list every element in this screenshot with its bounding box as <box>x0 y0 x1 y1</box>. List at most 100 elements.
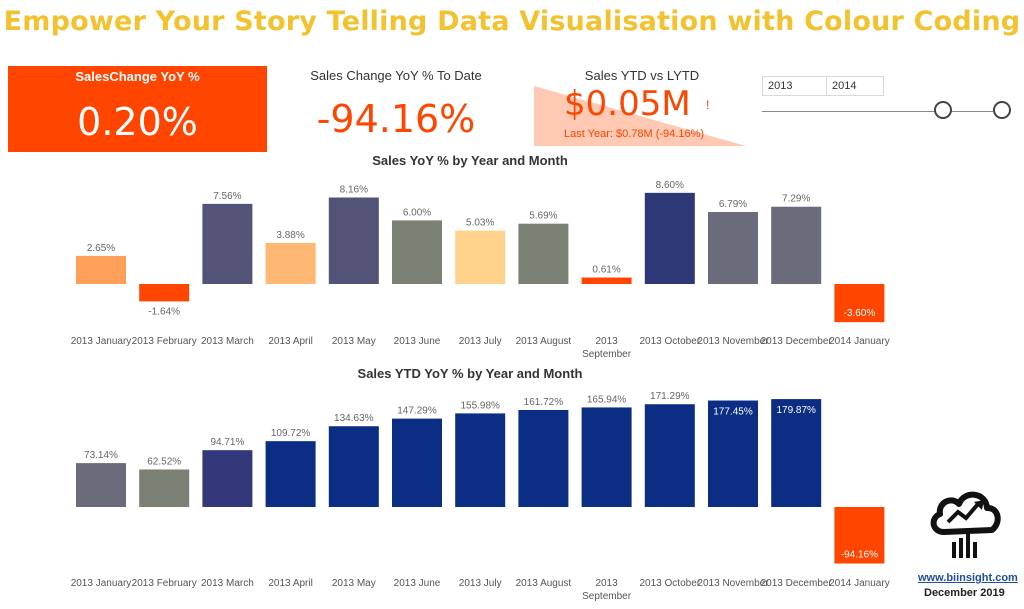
category-label-0: 2013 January <box>71 336 132 347</box>
bar-9[interactable] <box>644 404 695 507</box>
category-label-11: 2013 December <box>761 578 833 589</box>
bar-1[interactable] <box>139 469 190 507</box>
category-label-9: 2013 October <box>639 336 700 347</box>
bar-6[interactable] <box>455 230 506 284</box>
category-label-1: 2013 February <box>132 578 197 589</box>
year-slider-start-handle[interactable] <box>934 101 952 119</box>
data-label-3: 3.88% <box>276 230 304 241</box>
slicer-to-year[interactable] <box>826 76 884 96</box>
bar-4[interactable] <box>328 426 379 507</box>
data-label-9: 8.60% <box>656 180 684 191</box>
sales-change-to-date-card: Sales Change YoY % To Date -94.16% <box>296 66 496 141</box>
data-label-4: 134.63% <box>334 413 374 424</box>
data-label-12: -94.16% <box>841 549 878 560</box>
category-label-11: 2013 December <box>761 336 833 347</box>
data-label-10: 6.79% <box>719 199 747 210</box>
category-label-7: 2013 August <box>516 578 572 589</box>
kpi-value: 0.20% <box>77 100 198 144</box>
category-label-0: 2013 January <box>71 578 132 589</box>
category-label-2: 2013 March <box>201 578 254 589</box>
ytd-value: $0.05M <box>564 84 691 124</box>
category-label-3: 2013 April <box>268 578 312 589</box>
bar-6[interactable] <box>455 413 506 507</box>
ytd-title: Sales YTD vs LYTD <box>584 68 700 83</box>
sales-ytd-vs-lytd-card: Sales YTD vs LYTD $0.05M ! Last Year: $0… <box>532 66 752 150</box>
kpi-trend-wedge <box>534 86 746 146</box>
data-label-9: 171.29% <box>650 391 690 402</box>
data-label-5: 147.29% <box>397 406 437 417</box>
sales-ytd-yoy-chart: 73.14% 2013 January 62.52% 2013 February 94.… <box>71 391 890 602</box>
category-label-9: 2013 October <box>639 578 700 589</box>
bar-0[interactable] <box>76 463 126 507</box>
bar-5[interactable] <box>392 418 442 507</box>
data-label-12: -3.60% <box>844 308 876 319</box>
bar-10[interactable] <box>708 212 758 284</box>
bar-2[interactable] <box>202 203 253 284</box>
category-label-1: 2013 February <box>132 336 197 347</box>
category-label-4: 2013 May <box>332 578 376 589</box>
bar-2[interactable] <box>202 450 253 507</box>
year-slider-track[interactable] <box>762 111 1002 112</box>
bar-10[interactable] <box>708 400 758 507</box>
category-label-4: 2013 May <box>332 336 376 347</box>
bar-8[interactable] <box>581 277 632 284</box>
ytd-alert-icon: ! <box>706 98 710 112</box>
bar-9[interactable] <box>644 192 695 284</box>
bar-11[interactable] <box>771 399 822 507</box>
ytd-subtitle: Last Year: $0.78M (-94.16%) <box>564 128 705 140</box>
category-label-8: 2013 September <box>582 578 632 602</box>
data-label-7: 161.72% <box>524 397 564 408</box>
bar-3[interactable] <box>265 441 316 507</box>
data-label-11: 179.87% <box>776 405 816 416</box>
category-label-12: 2014 January <box>829 578 890 589</box>
category-label-5: 2013 June <box>394 578 441 589</box>
category-label-2: 2013 March <box>201 336 254 347</box>
data-label-7: 5.69% <box>529 211 557 222</box>
data-label-6: 155.98% <box>460 400 500 411</box>
data-label-2: 7.56% <box>213 191 241 202</box>
bar-3[interactable] <box>265 242 316 284</box>
category-label-5: 2013 June <box>394 336 441 347</box>
chart1-title: Sales YoY % by Year and Month <box>372 153 568 168</box>
bar-11[interactable] <box>771 206 822 284</box>
category-label-8: 2013 September <box>582 336 632 360</box>
sales-change-yoy-card: SalesChange YoY % 0.20% <box>8 66 267 152</box>
bar-7[interactable] <box>518 223 569 284</box>
data-label-10: 177.45% <box>713 407 753 418</box>
kpi-title: SalesChange YoY % <box>75 69 200 84</box>
data-label-6: 5.03% <box>466 218 494 229</box>
logo-date: December 2019 <box>924 587 1005 599</box>
category-label-12: 2014 January <box>829 336 890 347</box>
category-label-3: 2013 April <box>268 336 312 347</box>
bar-7[interactable] <box>518 409 569 507</box>
data-label-1: -1.64% <box>148 306 180 317</box>
bar-5[interactable] <box>392 220 442 284</box>
category-label-10: 2013 November <box>697 578 769 589</box>
data-label-3: 109.72% <box>271 428 311 439</box>
todate-value: -94.16% <box>316 97 476 141</box>
bar-1[interactable] <box>139 284 190 302</box>
category-label-7: 2013 August <box>516 336 572 347</box>
data-label-4: 8.16% <box>340 185 368 196</box>
data-label-11: 7.29% <box>782 194 810 205</box>
bar-4[interactable] <box>328 197 379 284</box>
bar-8[interactable] <box>581 407 632 507</box>
sales-yoy-chart: 2.65% 2013 January -1.64% 2013 February 7.56… <box>71 180 890 360</box>
bar-12[interactable] <box>834 284 885 323</box>
data-label-1: 62.52% <box>147 456 181 467</box>
todate-title: Sales Change YoY % To Date <box>310 68 482 83</box>
category-label-10: 2013 November <box>697 336 769 347</box>
cloud-chart-icon <box>930 491 1001 558</box>
category-label-6: 2013 July <box>459 578 502 589</box>
bar-12[interactable] <box>834 507 885 564</box>
logo-url[interactable]: www.biinsight.com <box>918 572 1018 584</box>
data-label-5: 6.00% <box>403 207 431 218</box>
data-label-2: 94.71% <box>210 437 244 448</box>
data-label-0: 73.14% <box>84 450 118 461</box>
page-title: Empower Your Story Telling Data Visualis… <box>3 6 1021 37</box>
chart2-title: Sales YTD YoY % by Year and Month <box>357 366 583 381</box>
year-slider-end-handle[interactable] <box>993 101 1011 119</box>
category-label-6: 2013 July <box>459 336 502 347</box>
data-label-0: 2.65% <box>87 243 115 254</box>
bar-0[interactable] <box>76 255 126 284</box>
